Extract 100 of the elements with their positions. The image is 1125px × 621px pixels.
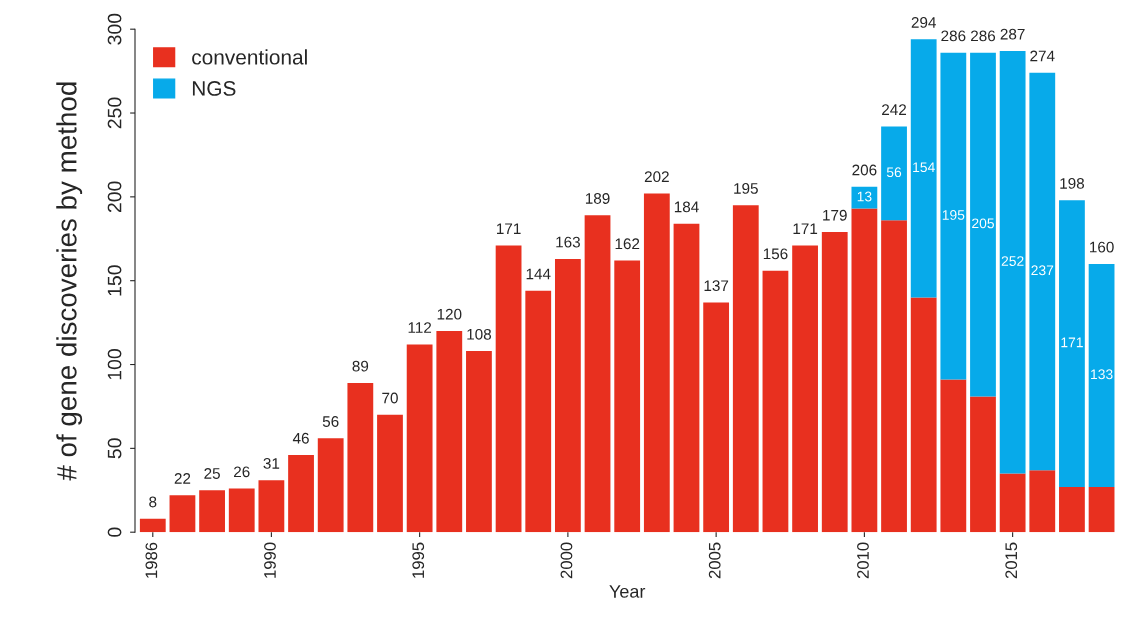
bar [881,220,907,533]
bar [347,382,374,533]
bar [495,245,522,533]
legend-label: conventional [192,49,307,65]
bar [199,490,225,533]
bar [643,193,670,533]
bar [732,205,759,533]
total-label: 160 [1090,241,1114,253]
bar [940,52,967,380]
total-label: 22 [174,473,191,484]
data-label: 154 [913,162,935,173]
bar [1088,263,1115,487]
x-tick-label: 2010 [857,542,869,579]
bar [881,126,907,221]
y-tick-label: 250 [107,97,122,129]
total-label: 242 [882,104,907,115]
bar [1059,486,1085,533]
bar [584,215,611,533]
bar [762,270,789,533]
total-label: 274 [1030,50,1055,62]
total-label: 286 [941,30,966,42]
data-label: 237 [1031,265,1054,276]
total-label: 171 [793,223,818,234]
bar [1059,200,1085,487]
total-label: 179 [823,209,847,221]
total-label: 8 [149,496,157,508]
data-label: 252 [1001,256,1024,266]
x-tick-label: 1990 [264,542,276,578]
bar [466,351,492,533]
bar [436,330,463,533]
data-label: 205 [972,218,994,229]
y-axis-title: # of gene discoveries by method [56,82,83,481]
x-tick-label: 1995 [412,542,425,578]
total-label: 46 [292,432,309,444]
data-label: 171 [1061,337,1083,348]
bar [1029,72,1056,471]
bar [851,186,878,209]
bar [821,232,848,533]
bar [1088,486,1115,533]
total-label: 163 [556,236,580,248]
bar [258,480,285,533]
total-label: 108 [467,328,492,340]
bar [940,379,967,533]
legend-label: NGS [192,81,236,96]
x-tick-label: 2005 [708,542,721,579]
x-tick-label: 2015 [1005,542,1018,579]
total-label: 171 [497,223,521,234]
total-label: 198 [1060,177,1085,189]
bar [317,438,344,533]
total-label: 189 [585,193,610,204]
total-label: 286 [971,30,996,42]
total-label: 156 [763,248,788,260]
bar [554,258,581,533]
total-label: 206 [852,164,877,176]
y-tick-label: 200 [107,181,122,213]
total-label: 70 [382,392,398,404]
data-label: 13 [857,191,872,202]
total-label: 120 [437,308,462,320]
bar [999,473,1026,533]
x-tick-label: 2000 [560,542,573,579]
y-tick-label: 50 [107,438,122,459]
x-tick-label: 1986 [145,542,158,578]
y-tick-label: 0 [107,527,122,537]
bar [703,302,730,533]
total-label: 162 [615,238,640,250]
bar [377,414,403,533]
bar [169,495,196,533]
total-label: 202 [644,171,669,183]
total-label: 31 [263,458,280,469]
y-tick-label: 100 [107,349,122,380]
data-label: 195 [942,210,965,220]
bar [851,208,878,533]
bar [970,396,996,533]
y-tick-label: 150 [107,265,122,296]
bar [139,518,166,533]
total-label: 184 [674,201,699,213]
total-label: 25 [204,468,220,479]
total-label: 137 [704,280,729,292]
total-label: 287 [1000,28,1025,40]
bar [970,52,996,397]
total-label: 112 [408,322,432,333]
data-label: 133 [1091,369,1113,380]
bar [910,39,937,298]
bar [1029,470,1056,533]
total-label: 89 [352,360,369,372]
total-label: 294 [911,17,936,28]
data-label: 56 [886,167,902,178]
total-label: 56 [322,416,339,427]
bar [406,344,433,533]
y-tick-label: 300 [107,13,122,45]
x-axis-title: Year [609,585,646,598]
bar [910,297,937,533]
bar [673,223,700,533]
total-label: 195 [734,183,758,194]
bar [614,260,641,533]
total-label: 26 [234,466,250,478]
total-label: 144 [526,268,551,280]
bar [228,488,255,533]
bar [792,245,818,533]
bar [288,455,314,533]
